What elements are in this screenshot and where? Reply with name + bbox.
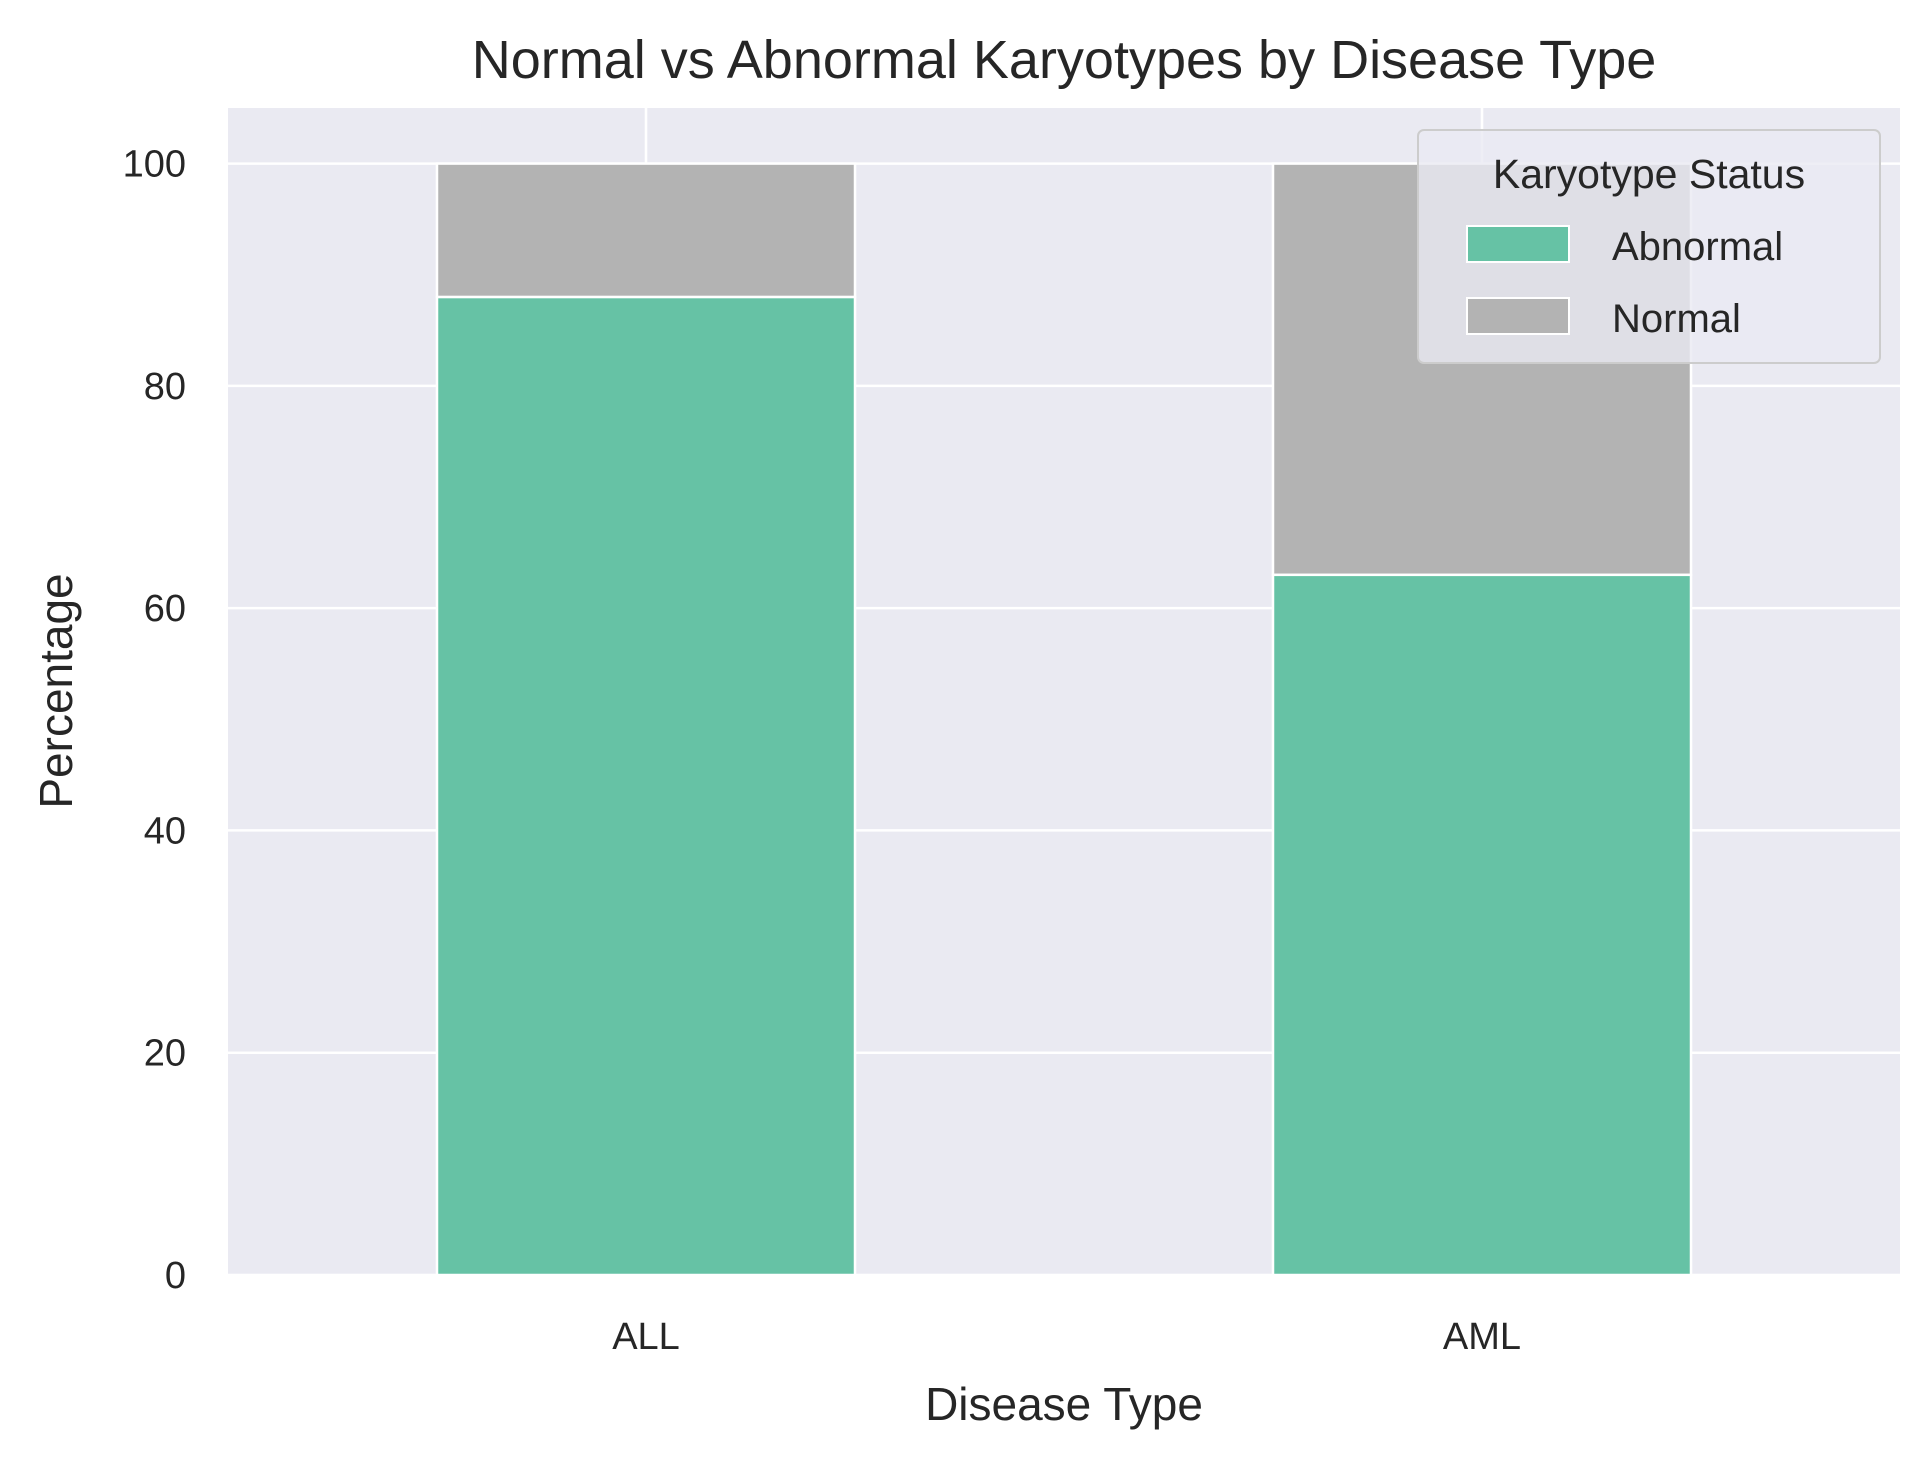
- legend-swatch-abnormal: [1466, 225, 1570, 263]
- x-axis-ticks: ALL AML: [612, 1316, 1521, 1358]
- y-tick-label-20: 20: [144, 1033, 186, 1075]
- x-tick-label-aml: AML: [1443, 1316, 1521, 1358]
- legend-title: Karyotype Status: [1493, 151, 1805, 197]
- x-tick-label-all: ALL: [612, 1316, 680, 1358]
- y-tick-label-60: 60: [144, 588, 186, 630]
- y-tick-label-80: 80: [144, 366, 186, 408]
- legend: Karyotype Status Abnormal Normal: [1417, 129, 1881, 364]
- legend-swatch-normal: [1466, 297, 1570, 335]
- y-tick-label-40: 40: [144, 810, 186, 852]
- bar-aml-abnormal: [1271, 573, 1693, 1277]
- legend-label-abnormal: Abnormal: [1612, 225, 1783, 269]
- y-tick-label-100: 100: [123, 144, 186, 186]
- bar-all-abnormal: [435, 295, 857, 1277]
- y-tick-label-0: 0: [165, 1255, 186, 1297]
- y-axis-ticks: 0 20 40 60 80 100: [123, 144, 186, 1297]
- y-axis-label: Percentage: [30, 573, 82, 808]
- x-axis-label: Disease Type: [925, 1378, 1203, 1430]
- bar-all-normal: [435, 162, 857, 299]
- legend-label-normal: Normal: [1612, 297, 1741, 341]
- chart-title: Normal vs Abnormal Karyotypes by Disease…: [472, 30, 1657, 90]
